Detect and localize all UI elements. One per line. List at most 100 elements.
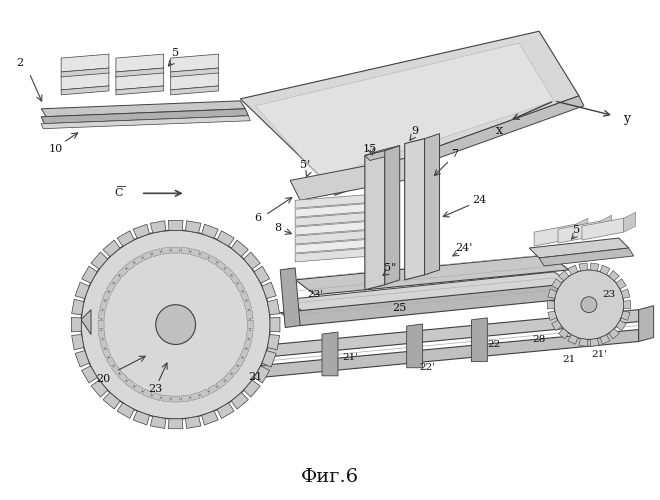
Polygon shape: [295, 255, 569, 294]
Polygon shape: [568, 265, 578, 274]
Polygon shape: [407, 324, 422, 368]
Polygon shape: [255, 43, 554, 178]
Polygon shape: [280, 268, 300, 328]
Circle shape: [81, 230, 270, 419]
Polygon shape: [405, 138, 424, 280]
Polygon shape: [151, 248, 161, 256]
Polygon shape: [365, 150, 390, 160]
Polygon shape: [385, 221, 400, 237]
Polygon shape: [600, 335, 610, 344]
Polygon shape: [202, 224, 218, 238]
Text: 9: 9: [411, 126, 418, 136]
Text: 25: 25: [393, 302, 407, 312]
Polygon shape: [280, 285, 579, 326]
Polygon shape: [61, 68, 109, 77]
Polygon shape: [295, 238, 385, 253]
Polygon shape: [579, 263, 587, 271]
Polygon shape: [385, 146, 400, 285]
Polygon shape: [591, 338, 599, 346]
Circle shape: [554, 270, 624, 340]
Polygon shape: [125, 260, 135, 270]
Polygon shape: [224, 372, 234, 382]
Polygon shape: [116, 330, 639, 391]
Text: 2: 2: [16, 58, 23, 68]
Polygon shape: [133, 256, 143, 264]
Polygon shape: [240, 31, 579, 186]
Polygon shape: [290, 156, 430, 200]
Polygon shape: [621, 289, 630, 298]
Polygon shape: [295, 220, 385, 235]
Text: 5: 5: [574, 225, 581, 235]
Polygon shape: [117, 403, 134, 418]
Polygon shape: [185, 416, 201, 428]
Polygon shape: [579, 338, 587, 346]
Polygon shape: [116, 86, 164, 95]
Polygon shape: [365, 150, 385, 290]
Polygon shape: [81, 310, 91, 334]
Text: 28: 28: [533, 335, 546, 344]
Polygon shape: [262, 350, 276, 367]
Polygon shape: [558, 221, 600, 243]
Text: 22': 22': [420, 363, 436, 372]
Text: 5': 5': [300, 160, 310, 170]
Polygon shape: [385, 239, 400, 255]
Polygon shape: [142, 389, 152, 398]
Text: 8: 8: [275, 223, 282, 233]
Text: Фиг.6: Фиг.6: [301, 468, 359, 485]
Polygon shape: [576, 218, 588, 238]
Polygon shape: [330, 96, 584, 196]
Polygon shape: [600, 265, 610, 274]
Polygon shape: [262, 282, 276, 298]
Polygon shape: [216, 260, 226, 270]
Polygon shape: [71, 318, 81, 332]
Polygon shape: [112, 365, 121, 375]
Polygon shape: [295, 229, 385, 244]
Polygon shape: [82, 266, 97, 283]
Polygon shape: [61, 54, 109, 72]
Polygon shape: [246, 310, 253, 319]
Polygon shape: [217, 230, 234, 246]
Polygon shape: [41, 101, 246, 116]
Polygon shape: [142, 252, 152, 260]
Polygon shape: [91, 252, 108, 269]
Polygon shape: [91, 380, 108, 397]
Polygon shape: [471, 318, 487, 362]
Polygon shape: [230, 274, 240, 284]
Polygon shape: [75, 282, 89, 298]
Polygon shape: [208, 256, 218, 264]
Polygon shape: [230, 365, 240, 375]
Polygon shape: [217, 403, 234, 418]
Polygon shape: [624, 212, 636, 232]
Polygon shape: [61, 72, 109, 90]
Polygon shape: [295, 194, 385, 208]
Polygon shape: [591, 263, 599, 271]
Polygon shape: [248, 320, 253, 329]
Text: 15: 15: [363, 144, 377, 154]
Polygon shape: [285, 272, 574, 312]
Polygon shape: [552, 278, 562, 289]
Polygon shape: [133, 384, 143, 394]
Polygon shape: [208, 384, 218, 394]
Polygon shape: [168, 220, 183, 230]
Text: x: x: [496, 124, 503, 137]
Polygon shape: [267, 334, 280, 350]
Polygon shape: [41, 116, 250, 128]
Polygon shape: [102, 348, 111, 358]
Polygon shape: [116, 72, 164, 90]
Polygon shape: [61, 86, 109, 95]
Polygon shape: [117, 372, 128, 382]
Text: 23: 23: [602, 290, 615, 299]
Polygon shape: [150, 416, 166, 428]
Polygon shape: [616, 278, 626, 289]
Polygon shape: [616, 320, 626, 330]
Polygon shape: [117, 230, 134, 246]
Polygon shape: [171, 72, 218, 90]
Polygon shape: [385, 230, 400, 246]
Polygon shape: [295, 202, 385, 217]
Polygon shape: [385, 204, 400, 219]
Polygon shape: [270, 318, 280, 332]
Polygon shape: [103, 240, 120, 256]
Polygon shape: [244, 300, 251, 310]
Polygon shape: [172, 247, 180, 253]
Polygon shape: [548, 289, 556, 298]
